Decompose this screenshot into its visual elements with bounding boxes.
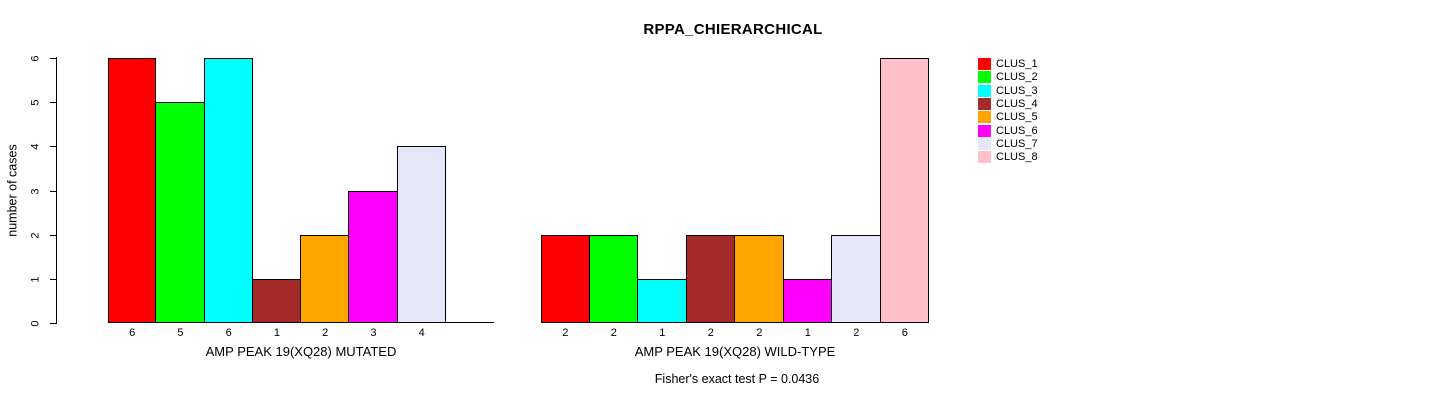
y-tick-label: 0 — [29, 320, 42, 327]
bar-clus_3-panel-wildtype — [637, 278, 687, 323]
y-tick-label: 2 — [29, 232, 42, 239]
legend-label: CLUS_7 — [996, 137, 1038, 150]
bar-value-label: 6 — [225, 327, 232, 339]
bar-clus_6-panel-wildtype — [782, 278, 832, 323]
bar-value-label: 2 — [610, 327, 617, 339]
legend-label: CLUS_4 — [996, 97, 1038, 110]
bar-value-label: 2 — [707, 327, 714, 339]
bar-clus_1-panel-wildtype — [541, 234, 590, 323]
bar-clus_4-panel-wildtype — [685, 234, 735, 323]
legend-item-clus_6: CLUS_6 — [978, 124, 1038, 137]
bar-clus_5-panel-wildtype — [734, 234, 784, 323]
legend-item-clus_1: CLUS_1 — [978, 58, 1038, 70]
y-tick — [50, 190, 56, 192]
y-tick-label: 6 — [29, 55, 42, 62]
legend-swatch — [978, 97, 991, 110]
bar-clus_7-panel-wildtype — [831, 234, 881, 323]
bar-clus_3-panel-mutated — [203, 58, 253, 323]
bar-value-label: 4 — [418, 327, 425, 339]
legend-item-clus_5: CLUS_5 — [978, 111, 1038, 124]
legend-swatch — [978, 58, 991, 70]
fisher-test-label: Fisher's exact test P = 0.0436 — [654, 372, 820, 386]
bar-value-label: 1 — [273, 327, 280, 339]
y-tick — [50, 102, 56, 104]
bar-value-label: 6 — [129, 327, 136, 339]
legend-item-clus_4: CLUS_4 — [978, 97, 1038, 110]
y-tick — [50, 278, 56, 280]
bar-value-label: 2 — [322, 327, 329, 339]
bar-value-label: 1 — [659, 327, 666, 339]
y-tick-label: 3 — [29, 187, 42, 195]
legend-item-clus_3: CLUS_3 — [978, 84, 1038, 97]
legend-item-clus_2: CLUS_2 — [978, 71, 1038, 84]
legend-label: CLUS_8 — [996, 151, 1038, 164]
bar-value-label: 2 — [853, 327, 860, 339]
legend-swatch — [978, 124, 991, 137]
legend-item-clus_7: CLUS_7 — [978, 137, 1038, 150]
legend-label: CLUS_6 — [996, 124, 1038, 137]
y-tick-label: 1 — [29, 276, 42, 283]
bar-clus_4-panel-mutated — [251, 278, 301, 323]
y-tick — [50, 234, 56, 236]
y-axis-line — [56, 57, 57, 324]
legend-label: CLUS_2 — [996, 71, 1038, 84]
y-tick — [50, 58, 56, 59]
legend-label: CLUS_1 — [996, 58, 1038, 70]
bar-clus_7-panel-mutated — [396, 146, 446, 323]
x-axis-title-wildtype: AMP PEAK 19(XQ28) WILD-TYPE — [634, 344, 836, 359]
bar-clus_6-panel-mutated — [348, 190, 398, 323]
y-tick — [50, 146, 56, 148]
y-tick-label: 4 — [29, 143, 42, 150]
bar-value-label: 3 — [370, 327, 377, 339]
bar-clus_8-panel-wildtype — [879, 58, 929, 323]
bar-value-label: 2 — [756, 327, 763, 339]
bar-clus_5-panel-mutated — [300, 234, 350, 323]
legend-item-clus_8: CLUS_8 — [978, 151, 1038, 164]
y-tick — [50, 323, 56, 324]
legend-swatch — [978, 71, 991, 84]
legend-swatch — [978, 137, 991, 150]
x-axis-title-mutated: AMP PEAK 19(XQ28) MUTATED — [205, 344, 397, 359]
chart-title: RPPA_CHIERARCHICAL — [643, 21, 823, 38]
bar-value-label: 5 — [177, 327, 184, 339]
legend-swatch — [978, 151, 991, 164]
bar-value-label: 6 — [901, 327, 908, 339]
y-axis-label: number of cases — [5, 144, 20, 237]
bar-clus_2-panel-mutated — [155, 102, 205, 323]
bar-value-label: 1 — [804, 327, 811, 339]
legend-swatch — [978, 84, 991, 97]
bar-clus_1-panel-mutated — [108, 58, 157, 323]
legend-label: CLUS_5 — [996, 111, 1038, 124]
bar-value-label: 2 — [562, 327, 569, 339]
y-tick-label: 5 — [29, 99, 42, 106]
bar-clus_8-panel-mutated — [444, 322, 494, 323]
legend-swatch — [978, 111, 991, 124]
bar-clus_2-panel-wildtype — [588, 234, 638, 323]
legend-label: CLUS_3 — [996, 84, 1038, 97]
